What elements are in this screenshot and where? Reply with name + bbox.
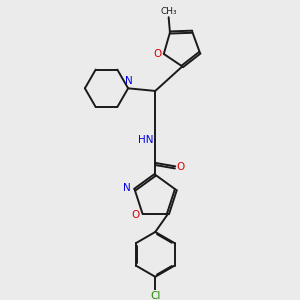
Text: Cl: Cl	[150, 291, 160, 300]
Text: CH₃: CH₃	[160, 8, 177, 16]
Text: O: O	[177, 162, 185, 172]
Text: HN: HN	[137, 135, 153, 145]
Text: N: N	[125, 76, 133, 86]
Text: N: N	[124, 183, 131, 194]
Text: O: O	[131, 210, 139, 220]
Text: O: O	[154, 49, 162, 59]
